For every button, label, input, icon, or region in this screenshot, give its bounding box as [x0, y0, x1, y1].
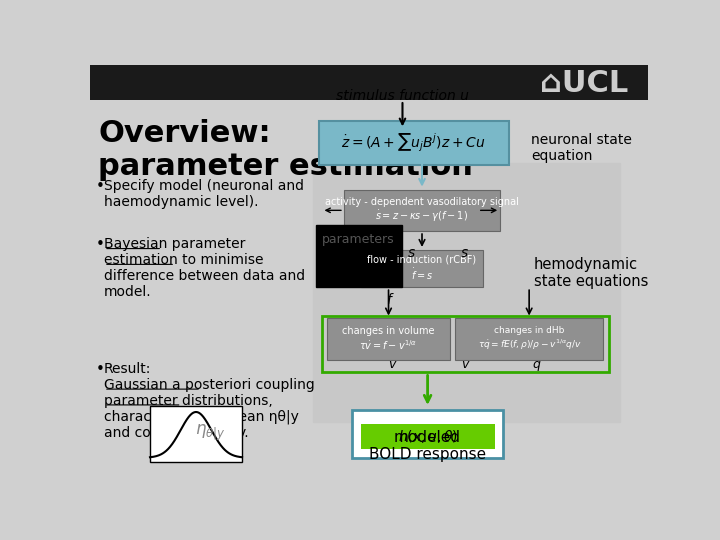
Bar [322, 316, 609, 373]
FancyBboxPatch shape [319, 121, 508, 165]
Bar [361, 424, 495, 449]
Text: Specify model (neuronal and: Specify model (neuronal and [104, 179, 304, 193]
Text: f: f [386, 293, 391, 307]
Text: haemodynamic level).: haemodynamic level). [104, 195, 258, 209]
Bar [344, 190, 500, 231]
Text: $h(x, u, \theta)$: $h(x, u, \theta)$ [397, 428, 458, 446]
Text: stimulus function u: stimulus function u [336, 89, 469, 103]
Text: changes in dHb
$\tau \dot{q} = fE(f,\rho)/\rho - v^{1/\alpha}q/v$: changes in dHb $\tau \dot{q} = fE(f,\rho… [477, 327, 581, 352]
Text: f: f [342, 246, 347, 260]
Bar [313, 163, 620, 422]
Text: q: q [532, 357, 540, 370]
Text: •: • [96, 238, 104, 252]
Text: flow - induction (rCBF)
$\dot{f} = s$: flow - induction (rCBF) $\dot{f} = s$ [367, 255, 477, 282]
Text: s: s [408, 246, 415, 260]
Text: difference between data and: difference between data and [104, 269, 305, 283]
Text: estimation to minimise: estimation to minimise [104, 253, 264, 267]
Bar [150, 406, 242, 462]
Text: v: v [389, 357, 396, 370]
Bar [361, 250, 483, 287]
Text: Result:: Result: [104, 362, 151, 376]
Text: characterised by mean ηθ|y: characterised by mean ηθ|y [104, 409, 299, 424]
Text: Gaussian a posteriori coupling: Gaussian a posteriori coupling [104, 378, 315, 392]
Bar [90, 65, 648, 100]
Text: $\eta_{\theta|y}$: $\eta_{\theta|y}$ [194, 423, 225, 443]
Bar [327, 319, 450, 360]
Text: parameter distributions,: parameter distributions, [104, 394, 273, 408]
Text: neuronal state
equation: neuronal state equation [531, 133, 631, 163]
Text: s: s [461, 246, 468, 260]
Text: changes in volume
$\tau \dot{v} = f - v^{1/\alpha}$: changes in volume $\tau \dot{v} = f - v^… [342, 326, 435, 352]
Text: •: • [96, 362, 104, 377]
Text: v: v [461, 357, 469, 370]
Text: Overview:
parameter estimation: Overview: parameter estimation [99, 119, 473, 181]
Bar [456, 319, 603, 360]
Text: modeled
BOLD response: modeled BOLD response [369, 430, 486, 462]
Bar [352, 410, 503, 458]
Text: Bayesian parameter: Bayesian parameter [104, 238, 246, 251]
Text: and covariance Cθ|y.: and covariance Cθ|y. [104, 426, 248, 440]
Text: parameters: parameters [322, 233, 394, 246]
Text: hemodynamic
state equations: hemodynamic state equations [534, 256, 648, 289]
Text: •: • [96, 179, 104, 194]
Text: $\dot{z} = (A + \sum u_j B^j)z + Cu$: $\dot{z} = (A + \sum u_j B^j)z + Cu$ [341, 132, 486, 154]
Text: model.: model. [104, 285, 152, 299]
Text: activity - dependent vasodilatory signal
$\dot{s} = z - \kappa s - \gamma(f-1)$: activity - dependent vasodilatory signal… [325, 197, 519, 224]
Text: ⌂UCL: ⌂UCL [540, 69, 628, 98]
Bar [316, 225, 402, 287]
